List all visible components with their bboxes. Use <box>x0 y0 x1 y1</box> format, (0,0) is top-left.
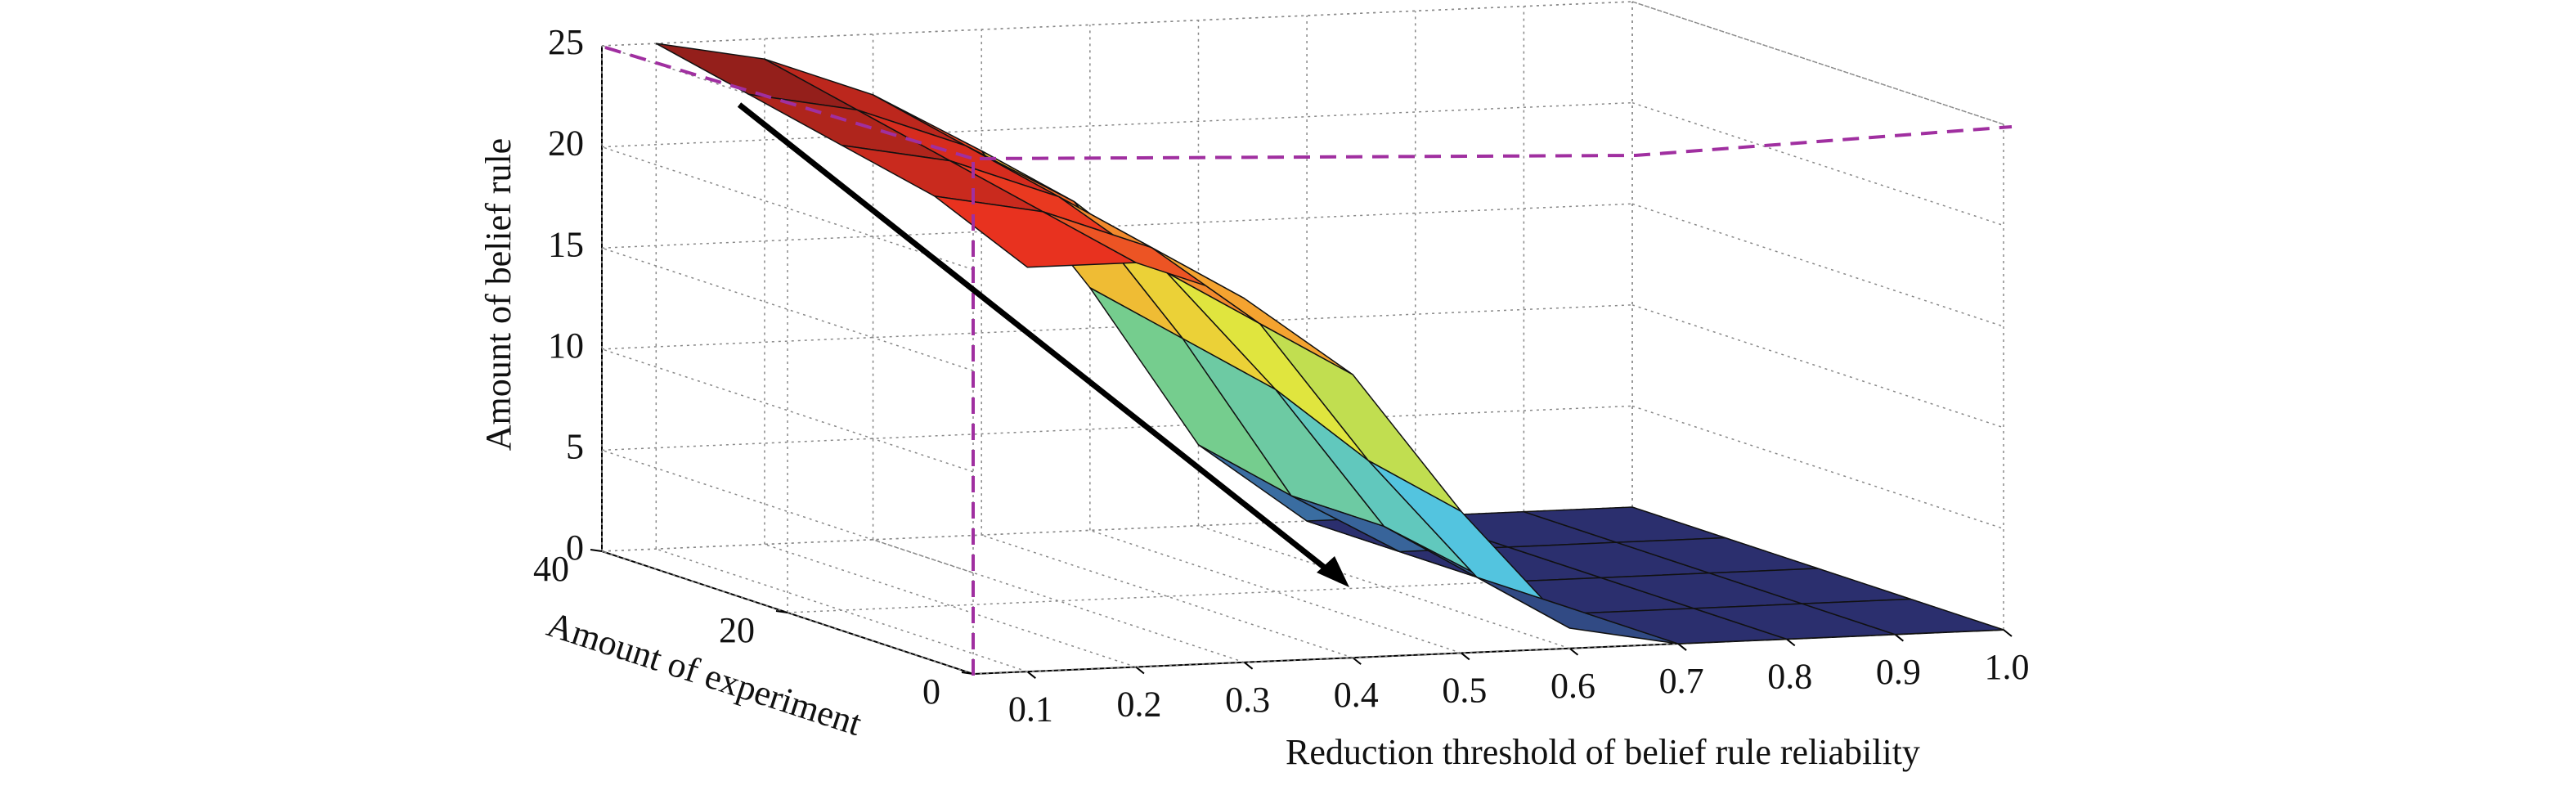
z-tick-label: 10 <box>548 326 584 366</box>
grid-line <box>764 543 1137 668</box>
annotations <box>604 46 2013 676</box>
x-tick <box>2003 629 2013 637</box>
reference-line <box>972 125 2013 676</box>
x-tick-label: 0.4 <box>1334 675 1379 715</box>
z-tick-label: 25 <box>548 22 584 62</box>
x-tick-label: 0.5 <box>1442 671 1487 711</box>
z-tick-label: 15 <box>548 224 584 264</box>
x-tick-label: 0.3 <box>1225 680 1270 720</box>
z-tick-label: 5 <box>566 426 584 466</box>
x-tick-label: 0.6 <box>1551 666 1595 706</box>
z-tick-label: 20 <box>548 124 584 164</box>
x-tick <box>1677 643 1687 651</box>
x-tick-label: 1.0 <box>1985 647 2030 687</box>
x-tick <box>1786 638 1796 647</box>
y-tick <box>775 610 788 613</box>
y-tick <box>961 671 974 675</box>
grid-line <box>601 304 1633 350</box>
z-tick-label: 0 <box>566 528 584 568</box>
box-edge <box>1631 1 2004 125</box>
x-tick <box>1026 671 1036 679</box>
x-tick-label: 0.8 <box>1767 656 1812 696</box>
grid-line <box>1631 101 2004 227</box>
x-tick <box>1135 666 1145 675</box>
y-tick-label: 20 <box>719 610 755 650</box>
grid-line <box>601 1 1633 47</box>
x-tick <box>1568 647 1579 656</box>
x-tick-label: 0.2 <box>1116 685 1161 725</box>
arrow <box>737 102 1344 583</box>
reference-line <box>604 46 974 160</box>
grid-line <box>1631 1 2004 125</box>
grid-line <box>1631 203 2004 327</box>
y-tick-label: 0 <box>922 671 940 712</box>
arrow-head <box>1317 556 1349 587</box>
x-tick <box>1894 633 1904 642</box>
grid-line <box>1631 405 2004 530</box>
x-axis-title: Reduction threshold of belief rule relia… <box>1286 732 1920 772</box>
x-tick <box>1352 657 1362 665</box>
surface-patch <box>655 43 858 111</box>
z-axis-title: Amount of belief rule <box>478 138 518 451</box>
x-tick <box>1461 652 1470 661</box>
x-tick <box>1243 662 1254 670</box>
y-axis-title: Amount of experiment <box>542 604 866 743</box>
grid-line <box>601 405 1633 451</box>
surface <box>655 43 2004 645</box>
grid-line <box>601 203 1633 249</box>
x-tick-label: 0.1 <box>1008 689 1053 729</box>
y-tick-label: 40 <box>533 549 569 589</box>
x-tick-label: 0.9 <box>1876 652 1921 692</box>
grid-line <box>601 101 1633 148</box>
surface-patch <box>1802 598 2004 636</box>
x-tick-label: 0.7 <box>1659 661 1704 701</box>
y-tick <box>590 549 603 552</box>
grid-line <box>1631 304 2004 429</box>
